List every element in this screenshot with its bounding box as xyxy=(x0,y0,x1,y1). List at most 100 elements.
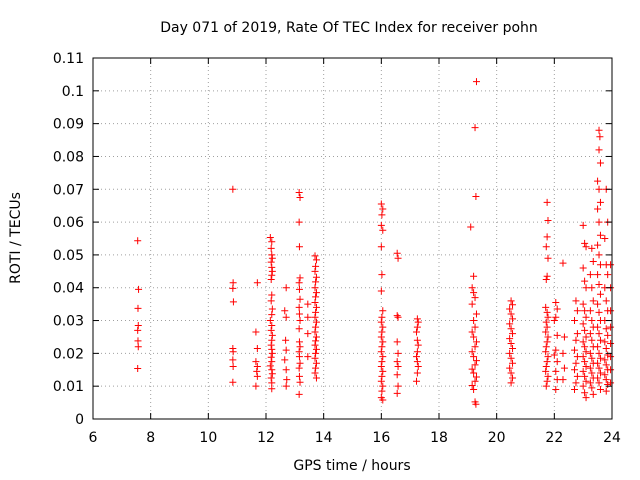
data-point xyxy=(586,307,594,315)
y-axis-ticks: 0 0.01 0.02 0.03 0.04 0.05 0.06 0.07 0.08 0.09 0.1… xyxy=(53,51,612,428)
data-point xyxy=(507,340,515,348)
x-tick-label: 16 xyxy=(372,430,390,446)
data-point xyxy=(543,323,551,331)
data-point xyxy=(252,328,260,336)
data-point xyxy=(312,318,320,326)
data-point xyxy=(296,295,304,303)
data-point xyxy=(581,343,589,351)
data-point xyxy=(560,333,568,341)
data-point xyxy=(595,330,603,338)
data-point xyxy=(595,146,603,154)
data-point xyxy=(607,366,615,374)
data-point xyxy=(267,297,275,305)
data-point xyxy=(267,374,275,382)
data-point xyxy=(378,358,386,366)
data-point xyxy=(312,364,320,372)
data-point xyxy=(468,348,476,356)
data-point xyxy=(542,367,550,375)
data-point xyxy=(559,259,567,267)
data-point xyxy=(471,124,479,132)
data-point xyxy=(604,331,612,339)
data-point xyxy=(544,254,552,262)
data-point xyxy=(601,371,609,379)
data-point xyxy=(589,297,597,305)
data-point xyxy=(544,216,552,224)
x-axis-ticks: 6 8 10 12 14 16 18 20 22 24 xyxy=(89,58,621,446)
data-point xyxy=(588,354,596,362)
data-point xyxy=(602,387,610,395)
data-point xyxy=(581,326,589,334)
x-tick-label: 14 xyxy=(315,430,333,446)
data-point xyxy=(553,331,561,339)
data-point xyxy=(602,376,610,384)
data-point xyxy=(594,241,602,249)
data-point xyxy=(507,310,515,318)
data-point xyxy=(607,323,615,331)
data-point xyxy=(470,333,478,341)
data-point xyxy=(607,379,615,387)
data-point xyxy=(542,382,550,390)
data-point xyxy=(311,369,319,377)
data-point xyxy=(295,310,303,318)
data-point xyxy=(295,189,303,197)
data-point xyxy=(311,354,319,362)
data-point xyxy=(596,385,604,393)
data-point xyxy=(506,364,514,372)
y-tick-label: 0.07 xyxy=(53,182,84,198)
data-point xyxy=(542,303,550,311)
data-point xyxy=(604,271,612,279)
data-point xyxy=(579,264,587,272)
data-point xyxy=(509,315,517,323)
data-point xyxy=(607,261,615,269)
data-point xyxy=(268,311,276,319)
data-point xyxy=(582,377,590,385)
data-point xyxy=(552,298,560,306)
data-point xyxy=(268,263,276,271)
data-point xyxy=(572,379,580,387)
y-axis-label: ROTI / TECUs xyxy=(8,192,24,284)
data-point xyxy=(588,244,596,252)
data-point xyxy=(394,313,402,321)
data-point xyxy=(312,359,320,367)
data-point xyxy=(559,349,567,357)
data-point xyxy=(552,367,560,375)
data-point xyxy=(312,323,320,331)
data-point xyxy=(601,338,609,346)
data-point xyxy=(311,328,319,336)
data-point xyxy=(252,358,260,366)
data-point xyxy=(602,344,610,352)
data-point xyxy=(586,330,594,338)
data-point xyxy=(295,338,303,346)
data-point xyxy=(268,267,276,275)
data-point xyxy=(472,192,480,200)
data-point xyxy=(572,336,580,344)
data-point xyxy=(468,365,476,373)
data-point xyxy=(550,351,558,359)
data-point xyxy=(295,353,303,361)
data-point xyxy=(467,223,475,231)
data-point xyxy=(295,303,303,311)
y-tick-label: 0.06 xyxy=(53,215,84,231)
data-points xyxy=(134,78,615,408)
data-point xyxy=(509,301,517,309)
data-point xyxy=(312,293,320,301)
data-point xyxy=(312,308,320,316)
data-point xyxy=(594,271,602,279)
data-point xyxy=(586,349,594,357)
data-point xyxy=(311,267,319,275)
data-point xyxy=(253,344,261,352)
data-point xyxy=(379,353,387,361)
data-point xyxy=(601,356,609,364)
data-point xyxy=(268,345,276,353)
data-point xyxy=(607,353,615,361)
data-point xyxy=(295,279,303,287)
data-point xyxy=(229,348,237,356)
data-point xyxy=(581,389,589,397)
data-point xyxy=(506,320,514,328)
data-point xyxy=(377,362,385,370)
data-point xyxy=(604,381,612,389)
data-point xyxy=(509,359,517,367)
data-point xyxy=(595,251,603,259)
data-point xyxy=(394,362,402,370)
data-point xyxy=(304,300,312,308)
